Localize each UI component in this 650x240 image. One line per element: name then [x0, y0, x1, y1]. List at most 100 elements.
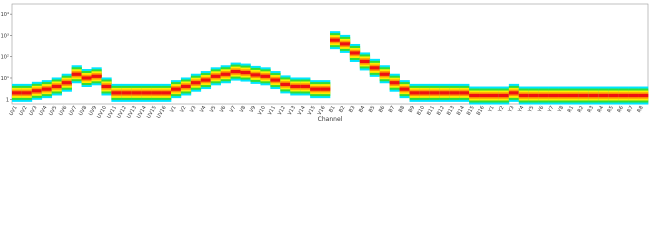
- band-center: [12, 91, 23, 95]
- band-center: [469, 93, 480, 98]
- channel-band: [469, 86, 480, 105]
- x-tick-label: UV14: [136, 105, 148, 120]
- band-center: [31, 89, 43, 93]
- band-center: [618, 93, 629, 98]
- x-tick-label: UV8: [78, 105, 88, 117]
- band-center: [518, 93, 530, 98]
- x-tick-label: B13: [446, 105, 456, 116]
- x-tick-label: UV9: [88, 105, 98, 117]
- channel-band: [379, 65, 390, 84]
- channel-band: [498, 86, 510, 105]
- x-tick-label: B1: [328, 105, 337, 114]
- band-center: [429, 91, 440, 95]
- x-tick-label: B6: [378, 105, 387, 114]
- x-tick-label: Y1: [487, 105, 496, 114]
- channel-band: [330, 31, 341, 50]
- band-center: [459, 91, 470, 95]
- channel-band: [479, 86, 490, 105]
- band-center: [538, 93, 549, 98]
- x-tick-label: Y2: [497, 105, 506, 114]
- band-center: [141, 91, 152, 95]
- x-tick-label: Y8: [556, 105, 565, 114]
- x-tick-label: B12: [436, 105, 446, 116]
- band-center: [369, 66, 380, 70]
- band-center: [210, 74, 221, 78]
- band-center: [91, 74, 102, 78]
- x-tick-label: V9: [249, 105, 258, 114]
- x-tick-label: B15: [466, 105, 476, 116]
- band-center: [190, 81, 202, 85]
- band-center: [230, 69, 241, 74]
- x-tick-label: V6: [219, 105, 228, 114]
- channel-band: [190, 73, 202, 92]
- x-tick-label: V13: [287, 105, 297, 116]
- y-tick-label: 10⁴: [1, 12, 9, 18]
- channel-band: [578, 86, 589, 105]
- band-center: [379, 72, 390, 76]
- band-center: [320, 87, 331, 91]
- x-tick-label: R3: [587, 105, 596, 114]
- band-center: [200, 78, 212, 82]
- x-tick-label: V11: [267, 105, 277, 116]
- x-tick-label: B5: [368, 105, 377, 114]
- channel-band: [320, 80, 331, 99]
- channel-band: [449, 83, 460, 102]
- x-tick-label: UV1: [8, 105, 18, 117]
- channel-band: [608, 86, 619, 105]
- x-tick-label: B3: [348, 105, 357, 114]
- channel-band: [429, 83, 440, 102]
- band-center: [51, 84, 62, 89]
- channel-band: [508, 83, 520, 102]
- channel-band: [240, 63, 251, 82]
- x-tick-label: V1: [169, 105, 178, 114]
- x-axis-label: Channel: [318, 116, 343, 123]
- band-center: [359, 59, 371, 64]
- x-tick-label: B14: [456, 105, 466, 116]
- x-tick-label: V2: [179, 105, 188, 114]
- channel-band: [51, 77, 62, 96]
- channel-band: [290, 77, 301, 96]
- x-tick-label: UV12: [116, 105, 128, 120]
- channel-band: [518, 86, 530, 105]
- band-center: [638, 93, 649, 98]
- band-center: [41, 87, 53, 91]
- band-center: [280, 82, 291, 87]
- x-tick-label: B7: [388, 105, 397, 114]
- x-tick-label: B9: [408, 105, 417, 114]
- band-center: [171, 87, 182, 91]
- band-center: [349, 51, 361, 55]
- channel-band: [91, 67, 102, 86]
- channel-band: [210, 67, 221, 86]
- x-tick-label: V14: [297, 105, 307, 116]
- channel-band: [548, 86, 559, 105]
- band-center: [588, 93, 599, 98]
- channel-band: [81, 68, 92, 87]
- channel-band: [161, 83, 172, 102]
- x-tick-label: Y6: [537, 105, 546, 114]
- channel-band: [111, 83, 122, 102]
- x-tick-label: Y5: [527, 105, 536, 114]
- band-center: [250, 73, 261, 77]
- channel-band: [459, 83, 470, 102]
- band-center: [310, 87, 321, 91]
- channel-band: [200, 71, 212, 90]
- channel-band: [141, 83, 152, 102]
- channel-band: [180, 77, 192, 96]
- band-center: [131, 91, 142, 95]
- band-center: [389, 81, 400, 85]
- channel-band: [310, 80, 321, 99]
- x-tick-label: Y3: [507, 105, 516, 114]
- x-tick-label: UV4: [38, 105, 48, 117]
- band-center: [290, 84, 301, 89]
- channel-band: [260, 67, 271, 86]
- channel-band: [349, 43, 361, 62]
- x-tick-label: UV5: [48, 105, 58, 117]
- channel-band: [131, 83, 142, 102]
- x-tick-label: V15: [307, 105, 317, 116]
- x-tick-label: R2: [577, 105, 586, 114]
- band-center: [449, 91, 460, 95]
- x-tick-label: V7: [229, 105, 238, 114]
- band-center: [180, 84, 192, 89]
- channel-band: [339, 34, 351, 53]
- band-center: [101, 84, 112, 89]
